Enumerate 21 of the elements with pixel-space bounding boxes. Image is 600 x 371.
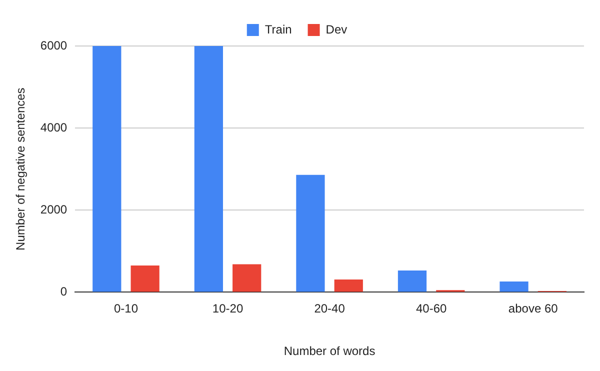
x-axis-title: Number of words [284, 344, 376, 358]
bar [130, 266, 160, 292]
y-axis-title: Number of negative sentences [14, 88, 28, 250]
y-tick-label: 4000 [40, 120, 68, 134]
x-tick-label: 0-10 [114, 302, 138, 316]
bar [398, 270, 427, 292]
legend-label: Train [264, 22, 292, 36]
bar [194, 46, 223, 292]
bar [334, 279, 363, 292]
y-tick-label: 2000 [40, 202, 68, 216]
x-tick-label: 40-60 [416, 302, 447, 316]
legend-label: Dev [326, 22, 348, 36]
y-tick-label: 0 [60, 284, 68, 299]
bar [500, 282, 528, 292]
x-tick-label: 20-40 [314, 302, 346, 316]
x-tick-label: above 60 [508, 302, 558, 316]
x-tick-label: 10-20 [212, 302, 244, 316]
bar [92, 46, 122, 292]
y-tick-label: 6000 [40, 38, 68, 52]
bar [232, 264, 262, 292]
bar [296, 174, 325, 292]
